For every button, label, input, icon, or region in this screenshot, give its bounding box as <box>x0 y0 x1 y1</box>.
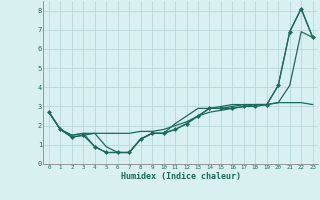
X-axis label: Humidex (Indice chaleur): Humidex (Indice chaleur) <box>121 171 241 180</box>
